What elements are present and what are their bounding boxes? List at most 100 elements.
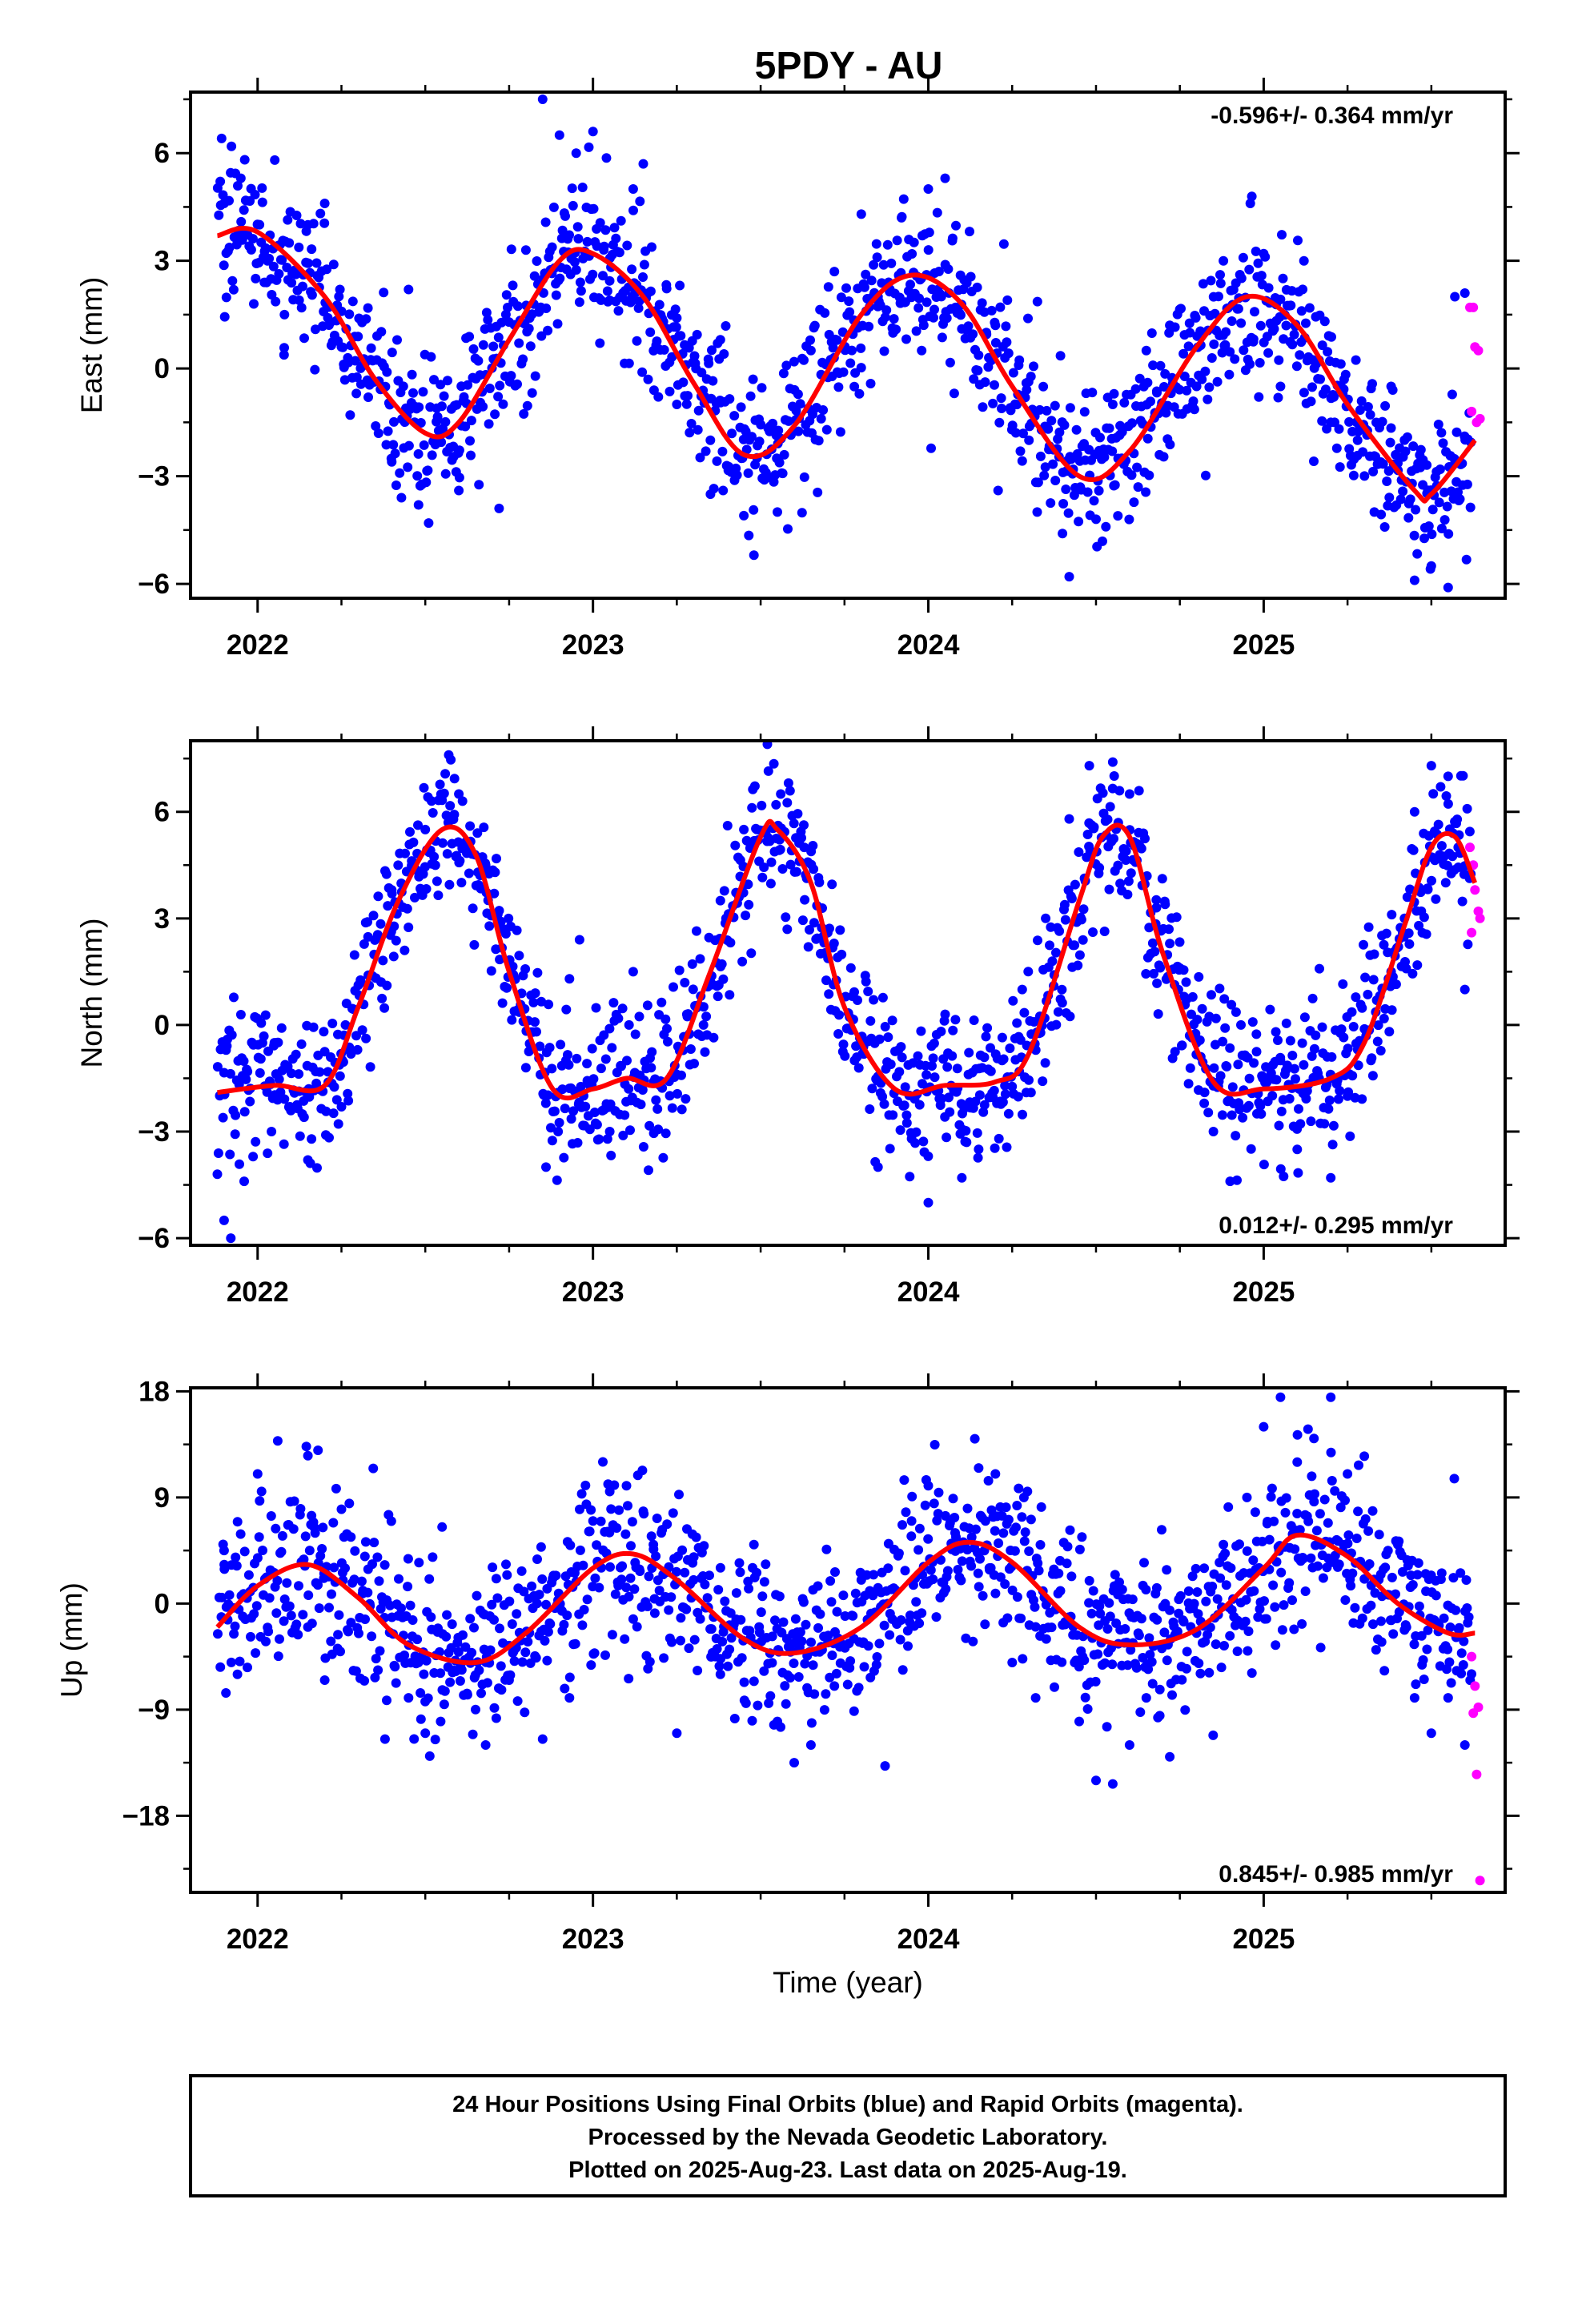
east-final-point xyxy=(823,282,833,292)
north-final-point xyxy=(744,899,754,910)
north-final-point xyxy=(239,1176,249,1187)
east-final-point xyxy=(712,456,722,466)
north-final-point xyxy=(457,796,468,806)
north-final-point xyxy=(1222,1061,1232,1072)
up-final-point xyxy=(624,1674,634,1684)
north-final-point xyxy=(276,1023,287,1033)
north-final-point xyxy=(1227,1110,1237,1120)
east-final-point xyxy=(436,380,446,390)
up-final-point xyxy=(1413,1558,1423,1568)
east-final-point xyxy=(1398,486,1408,497)
east-final-point xyxy=(633,303,644,313)
up-final-point xyxy=(326,1636,336,1647)
north-final-point xyxy=(622,1055,632,1066)
east-final-point xyxy=(833,382,844,392)
north-final-point xyxy=(225,1149,235,1160)
up-final-point xyxy=(537,1734,548,1744)
north-final-point xyxy=(408,837,419,847)
north-final-point xyxy=(1088,927,1098,937)
up-final-point xyxy=(897,1665,908,1675)
up-final-point xyxy=(805,1740,816,1750)
north-final-point xyxy=(520,1063,531,1073)
up-final-point xyxy=(536,1542,546,1552)
east-final-point xyxy=(1351,355,1361,365)
up-final-point xyxy=(789,1758,799,1768)
north-final-point xyxy=(213,1148,223,1158)
east-final-point xyxy=(426,352,436,362)
north-final-point xyxy=(379,1003,390,1013)
north-final-point xyxy=(419,782,429,793)
north-final-point xyxy=(783,778,793,788)
up-final-point xyxy=(798,1597,809,1607)
north-final-point xyxy=(651,1095,661,1105)
north-final-point xyxy=(514,951,524,961)
north-final-point xyxy=(663,1036,673,1047)
north-final-point xyxy=(1121,846,1131,856)
up-final-point xyxy=(689,1574,699,1585)
east-final-point xyxy=(818,405,829,415)
up-final-point xyxy=(1211,1639,1221,1650)
up-final-point xyxy=(1139,1558,1149,1568)
up-final-point xyxy=(580,1480,591,1490)
up-final-point xyxy=(790,1614,801,1624)
up-final-point xyxy=(1102,1722,1112,1732)
up-final-point xyxy=(793,1672,804,1682)
east-final-point xyxy=(460,421,471,432)
up-final-point xyxy=(1002,1613,1013,1623)
east-final-point xyxy=(247,234,258,244)
up-final-point xyxy=(284,1601,295,1611)
north-final-point xyxy=(1122,890,1133,899)
up-final-point xyxy=(705,1570,714,1581)
north-final-point xyxy=(243,1067,253,1076)
up-final-point xyxy=(1074,1662,1084,1672)
east-final-point xyxy=(478,340,488,350)
north-final-point xyxy=(241,1074,251,1084)
up-final-point xyxy=(291,1619,302,1630)
east-final-point xyxy=(418,387,428,397)
east-marks xyxy=(212,94,1485,593)
north-final-point xyxy=(1078,935,1088,945)
east-final-point xyxy=(495,380,505,391)
up-final-point xyxy=(360,1537,371,1547)
north-final-point xyxy=(387,885,397,895)
up-final-point xyxy=(232,1517,243,1527)
north-final-point xyxy=(1098,788,1108,798)
east-final-point xyxy=(466,416,476,426)
up-final-point xyxy=(1259,1421,1269,1432)
north-final-point xyxy=(472,828,483,838)
north-final-point xyxy=(559,1152,569,1163)
east-final-point xyxy=(1275,294,1286,304)
north-final-point xyxy=(1170,1047,1180,1057)
north-rapid-point xyxy=(1470,885,1480,895)
up-final-point xyxy=(667,1637,677,1647)
east-rapid-point xyxy=(1473,345,1484,356)
up-final-point xyxy=(482,1678,492,1688)
up-final-point xyxy=(848,1610,858,1621)
up-final-point xyxy=(659,1653,669,1663)
north-final-point xyxy=(887,1015,897,1026)
north-final-point xyxy=(1348,1022,1359,1031)
north-final-point xyxy=(669,982,678,992)
north-final-point xyxy=(990,1143,1000,1153)
up-final-point xyxy=(551,1570,561,1581)
north-final-point xyxy=(547,1136,557,1146)
east-final-point xyxy=(972,282,982,292)
up-final-point xyxy=(254,1532,264,1542)
north-final-point xyxy=(674,965,685,975)
east-final-point xyxy=(835,427,845,437)
up-final-point xyxy=(923,1534,934,1544)
north-final-point xyxy=(769,758,779,769)
up-final-point xyxy=(813,1622,823,1633)
east-final-point xyxy=(1034,404,1045,415)
up-final-point xyxy=(453,1647,464,1657)
up-final-point xyxy=(1035,1540,1046,1550)
up-final-point xyxy=(827,1651,837,1660)
up-final-point xyxy=(676,1635,685,1646)
north-final-point xyxy=(634,1011,644,1022)
north-final-point xyxy=(218,1112,228,1123)
up-final-point xyxy=(649,1608,660,1618)
up-final-point xyxy=(621,1481,632,1491)
east-final-point xyxy=(709,484,719,494)
up-final-point xyxy=(1295,1525,1305,1535)
